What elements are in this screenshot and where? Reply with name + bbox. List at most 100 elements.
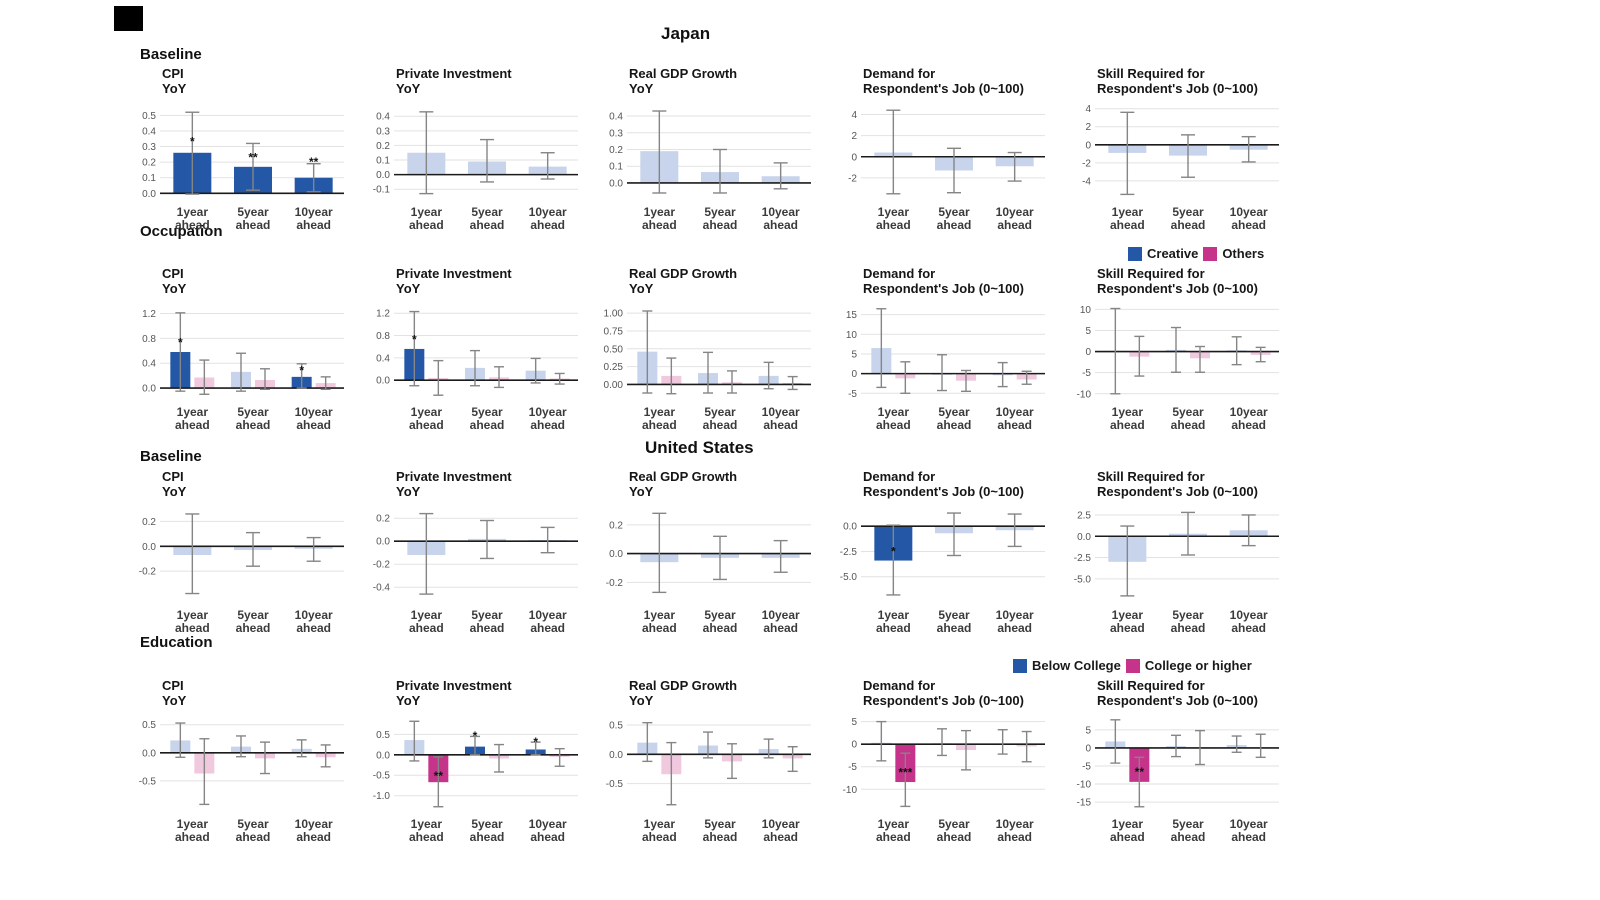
chart-plot: 0.00.40.81.2**1yearahead5yearahead10year… (142, 309, 344, 432)
svg-text:10year: 10year (762, 405, 800, 419)
svg-text:5year: 5year (237, 405, 269, 419)
svg-text:-5.0: -5.0 (1074, 574, 1092, 585)
chart-title: Demand for Respondent's Job (0~100) (863, 678, 1024, 708)
svg-text:-0.1: -0.1 (373, 185, 391, 196)
svg-text:ahead: ahead (470, 830, 505, 844)
legend-label-college-or-higher: College or higher (1144, 658, 1252, 673)
chart-us-education-skill: Skill Required for Respondent's Job (0~10… (1053, 678, 1285, 846)
svg-text:ahead: ahead (1110, 830, 1145, 844)
chart-plot: -0.20.00.21yearahead5yearahead10yearahea… (139, 513, 344, 635)
legend-label-creative: Creative (1147, 246, 1199, 261)
svg-text:ahead: ahead (296, 418, 331, 432)
svg-text:ahead: ahead (642, 218, 677, 232)
svg-text:ahead: ahead (1171, 418, 1206, 432)
svg-text:10year: 10year (1230, 608, 1268, 622)
svg-text:0: 0 (851, 369, 857, 380)
svg-text:10year: 10year (762, 205, 800, 219)
svg-text:10year: 10year (295, 608, 333, 622)
chart-title: Real GDP Growth YoY (629, 66, 738, 96)
chart-plot: -0.10.00.10.20.30.41yearahead5yearahead1… (373, 111, 578, 232)
svg-text:10year: 10year (529, 817, 567, 831)
svg-text:**: ** (1135, 765, 1145, 779)
svg-text:5year: 5year (1172, 608, 1204, 622)
svg-text:5year: 5year (938, 205, 970, 219)
svg-text:-0.2: -0.2 (139, 567, 157, 578)
svg-text:-1.0: -1.0 (373, 791, 391, 802)
chart-title: Real GDP Growth YoY (629, 469, 738, 499)
chart-plot: 0.000.250.500.751.001yearahead5yearahead… (604, 309, 811, 432)
svg-text:10year: 10year (996, 205, 1034, 219)
svg-text:1year: 1year (177, 405, 209, 419)
legend-label-below-college: Below College (1032, 658, 1121, 673)
svg-text:ahead: ahead (876, 830, 911, 844)
svg-text:-15: -15 (1077, 798, 1092, 809)
svg-text:10year: 10year (1230, 405, 1268, 419)
chart-title: Demand for Respondent's Job (0~100) (863, 469, 1024, 499)
chart-us-education-demand: Demand for Respondent's Job (0~100) -10 -5… (819, 678, 1051, 846)
svg-text:0.3: 0.3 (376, 126, 390, 137)
svg-text:ahead: ahead (296, 621, 331, 635)
svg-text:5: 5 (851, 717, 857, 728)
svg-text:0.0: 0.0 (142, 189, 156, 200)
svg-text:ahead: ahead (1231, 621, 1266, 635)
svg-text:0: 0 (851, 152, 857, 163)
svg-text:ahead: ahead (175, 418, 210, 432)
svg-text:ahead: ahead (470, 218, 505, 232)
svg-text:ahead: ahead (937, 418, 972, 432)
svg-text:0: 0 (1085, 347, 1091, 358)
svg-text:0.2: 0.2 (142, 158, 156, 169)
svg-text:0.4: 0.4 (142, 359, 156, 370)
svg-text:10year: 10year (762, 608, 800, 622)
chart-title: Demand for Respondent's Job (0~100) (863, 266, 1024, 296)
chart-plot: -0.20.00.21yearahead5yearahead10yearahea… (606, 512, 811, 635)
svg-text:1year: 1year (644, 608, 676, 622)
svg-text:5year: 5year (237, 608, 269, 622)
chart-title: Private Investment YoY (396, 678, 512, 708)
svg-text:ahead: ahead (937, 218, 972, 232)
chart-us-baseline-real-gdp: Real GDP Growth YoY -0.2 0.0 0.2 1year ahead 5… (585, 469, 817, 637)
svg-text:ahead: ahead (997, 830, 1032, 844)
chart-title: CPI YoY (162, 469, 187, 499)
svg-text:ahead: ahead (1171, 218, 1206, 232)
chart-title: Skill Required for Respondent's Job (0~10… (1097, 678, 1258, 708)
svg-text:0.1: 0.1 (376, 156, 390, 167)
chart-title: CPI YoY (162, 266, 187, 296)
svg-text:-0.4: -0.4 (373, 583, 391, 594)
svg-text:ahead: ahead (296, 218, 331, 232)
svg-text:1year: 1year (878, 817, 910, 831)
chart-japan-baseline-cpi: CPI YoY 0.0 0.1 0.2 0.3 0.4 0.5 * ** ** 1year ahead… (118, 66, 350, 234)
svg-text:5year: 5year (938, 817, 970, 831)
chart-japan-baseline-skill: Skill Required for Respondent's Job (0~10… (1053, 66, 1285, 234)
svg-text:ahead: ahead (642, 830, 677, 844)
svg-text:-2: -2 (1082, 158, 1091, 169)
svg-text:-10: -10 (1077, 780, 1092, 791)
svg-text:*: * (473, 729, 478, 743)
svg-text:0.2: 0.2 (376, 514, 390, 525)
svg-text:0: 0 (851, 740, 857, 751)
svg-text:15: 15 (846, 310, 858, 321)
svg-text:5year: 5year (938, 608, 970, 622)
chart-japan-baseline-real-gdp: Real GDP Growth YoY 0.0 0.1 0.2 0.3 0.4 1year a… (585, 66, 817, 234)
svg-text:ahead: ahead (1231, 418, 1266, 432)
svg-text:5year: 5year (704, 405, 736, 419)
row-label-education: Education (140, 634, 213, 651)
country-title-united-states: United States (645, 438, 754, 457)
svg-text:-5: -5 (848, 762, 857, 773)
svg-text:-2.5: -2.5 (840, 547, 858, 558)
svg-text:0.1: 0.1 (609, 162, 623, 173)
svg-text:5year: 5year (704, 205, 736, 219)
chart-title: Private Investment YoY (396, 266, 512, 296)
svg-text:ahead: ahead (703, 621, 738, 635)
svg-text:0.0: 0.0 (142, 542, 156, 553)
svg-text:10year: 10year (996, 817, 1034, 831)
svg-text:0.4: 0.4 (376, 112, 390, 123)
svg-text:ahead: ahead (997, 418, 1032, 432)
svg-text:ahead: ahead (409, 830, 444, 844)
svg-text:ahead: ahead (763, 621, 798, 635)
legend-education: Below College College or higher (1013, 658, 1252, 673)
svg-text:0.5: 0.5 (142, 111, 156, 122)
svg-text:***: *** (898, 765, 912, 779)
svg-text:0.0: 0.0 (376, 750, 390, 761)
svg-text:5year: 5year (704, 608, 736, 622)
